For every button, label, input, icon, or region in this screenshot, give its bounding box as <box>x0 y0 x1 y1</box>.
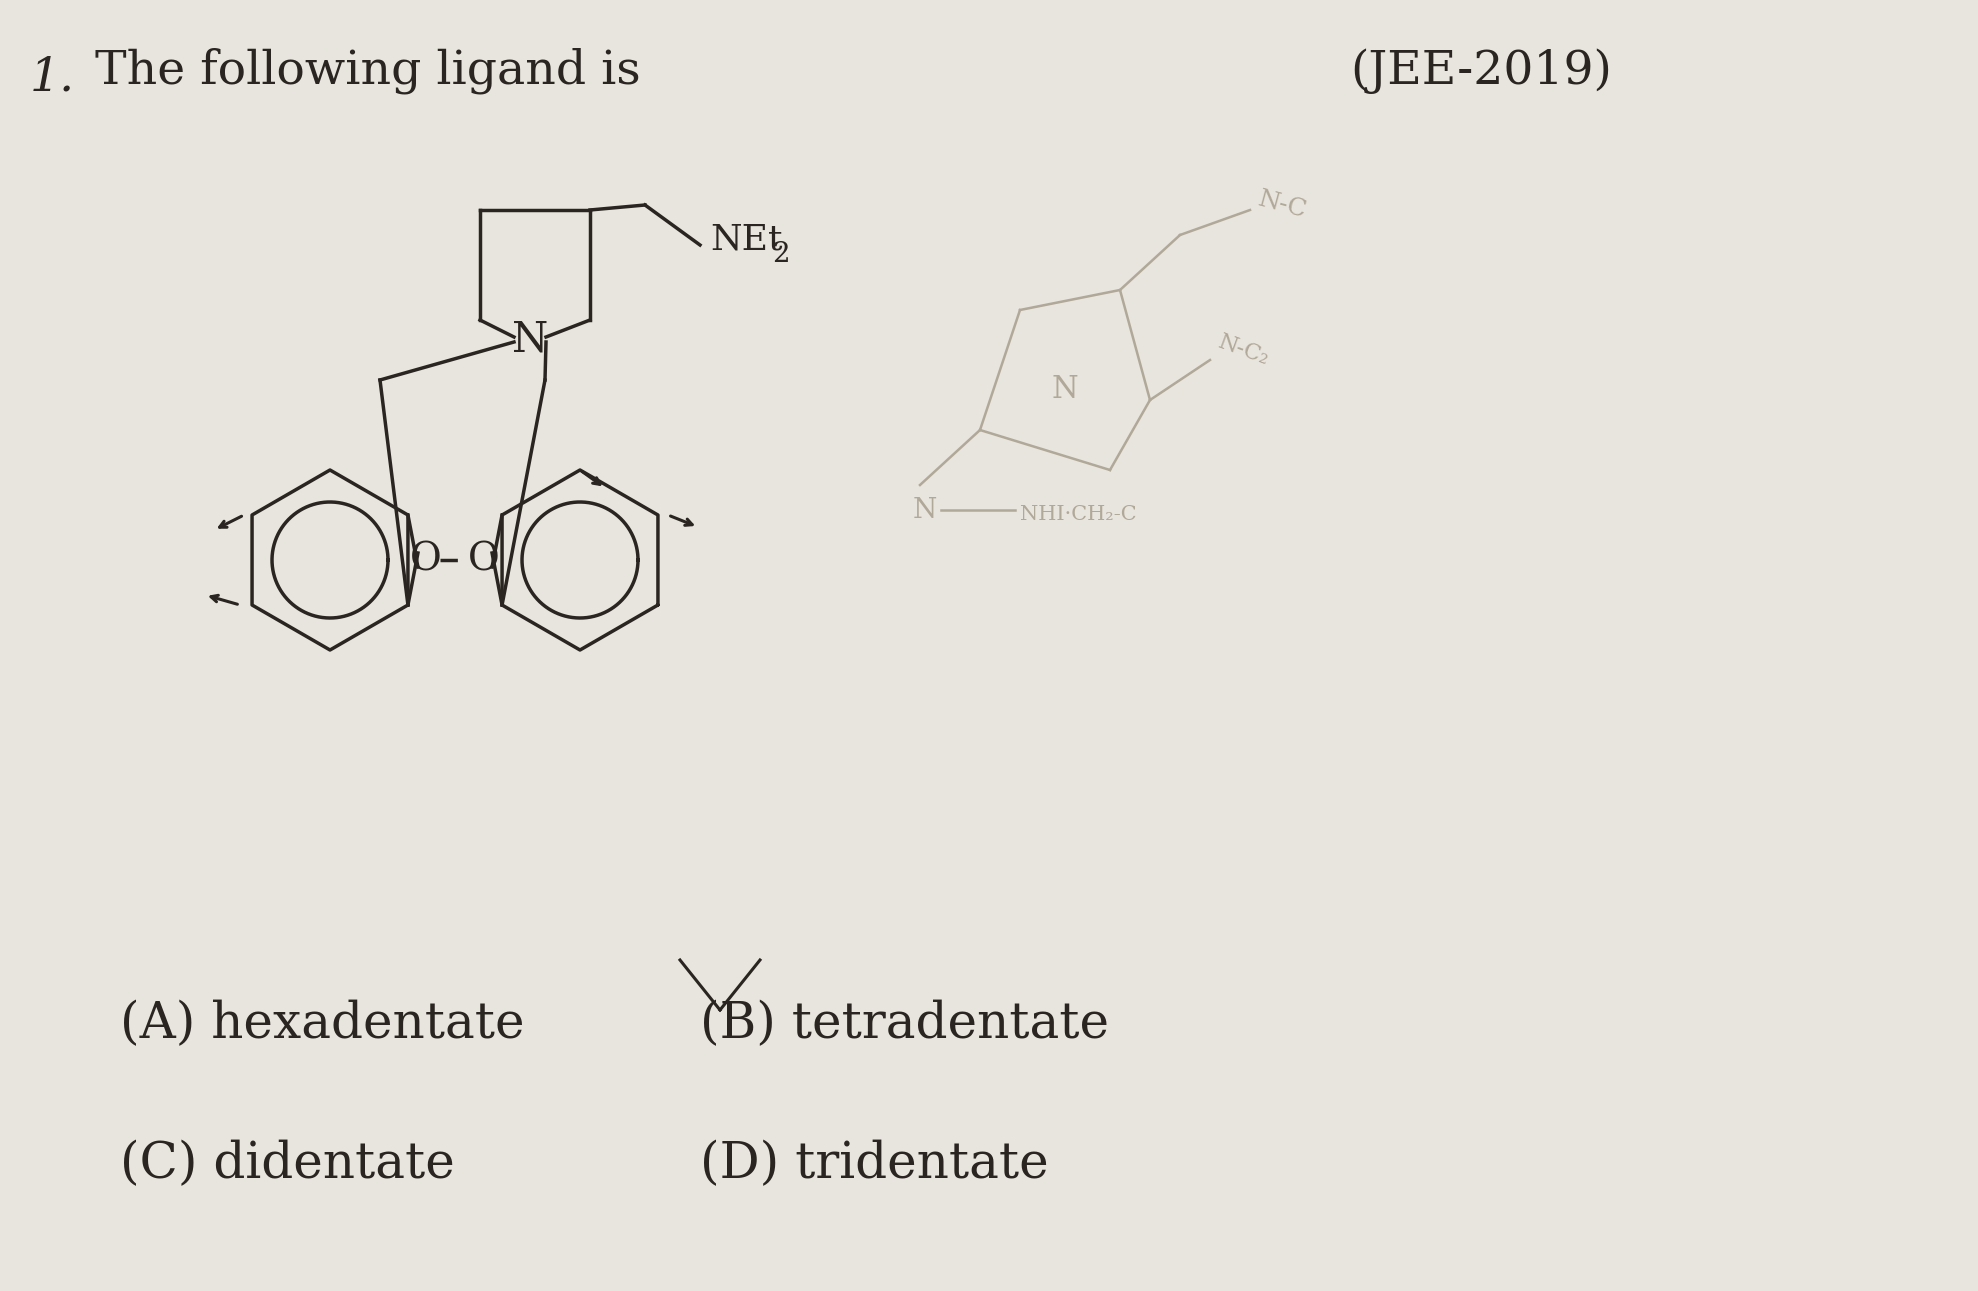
Text: NEt: NEt <box>710 223 783 257</box>
Text: (JEE-2019): (JEE-2019) <box>1351 48 1612 94</box>
Text: N: N <box>512 319 548 361</box>
Text: N: N <box>912 497 938 523</box>
Text: O: O <box>469 541 500 578</box>
Text: N: N <box>1052 374 1078 405</box>
Text: NHI·CH₂-C: NHI·CH₂-C <box>1021 506 1137 524</box>
Text: N-C₂: N-C₂ <box>1214 330 1272 369</box>
Text: (C) didentate: (C) didentate <box>121 1140 455 1189</box>
Text: The following ligand is: The following ligand is <box>95 48 641 94</box>
Text: 2: 2 <box>771 240 789 267</box>
Text: O: O <box>409 541 441 578</box>
Text: (B) tetradentate: (B) tetradentate <box>700 1001 1110 1050</box>
Text: N-C: N-C <box>1254 187 1309 222</box>
Text: (A) hexadentate: (A) hexadentate <box>121 1001 524 1050</box>
Text: (D) tridentate: (D) tridentate <box>700 1140 1048 1189</box>
Text: 1.: 1. <box>30 56 75 101</box>
